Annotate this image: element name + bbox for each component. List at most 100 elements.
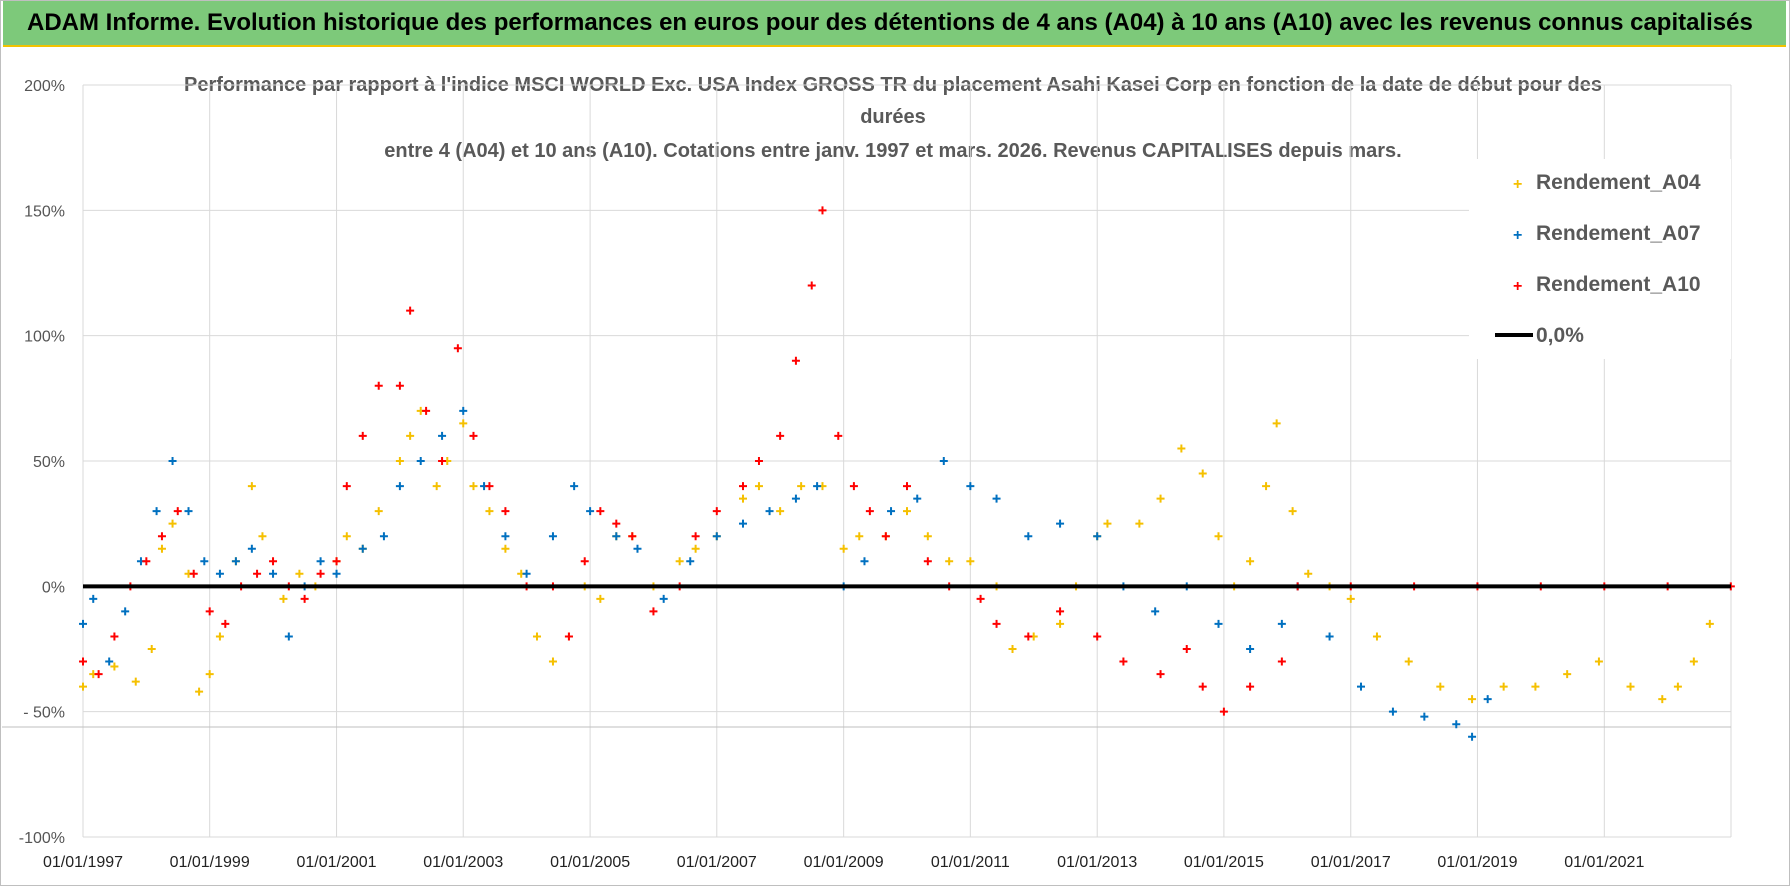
data-point bbox=[342, 482, 351, 491]
data-point bbox=[501, 532, 510, 541]
data-point bbox=[791, 494, 800, 503]
report-banner: ADAM Informe. Evolution historique des p… bbox=[3, 1, 1786, 47]
data-point bbox=[1177, 444, 1186, 453]
data-point bbox=[754, 482, 763, 491]
data-point bbox=[738, 482, 747, 491]
legend-label-a04: Rendement_A04 bbox=[1536, 171, 1701, 194]
legend-background bbox=[1469, 159, 1731, 359]
data-point bbox=[1214, 532, 1223, 541]
data-point bbox=[189, 569, 198, 578]
chart-title: Performance par rapport à l'indice MSCI … bbox=[184, 74, 1602, 162]
data-point bbox=[395, 482, 404, 491]
data-point bbox=[839, 544, 848, 553]
data-point bbox=[903, 507, 911, 516]
data-point bbox=[633, 544, 642, 553]
data-point bbox=[247, 482, 256, 491]
data-point bbox=[1056, 619, 1065, 628]
x-tick-label: 01/01/1999 bbox=[170, 854, 250, 871]
data-point bbox=[548, 657, 557, 666]
data-point bbox=[791, 356, 800, 365]
y-tick-label: - 50% bbox=[23, 705, 65, 722]
data-point bbox=[205, 670, 214, 679]
legend-label-a10: Rendement_A10 bbox=[1536, 273, 1701, 296]
data-point bbox=[300, 594, 309, 603]
data-point bbox=[358, 431, 367, 440]
data-point bbox=[395, 381, 404, 390]
legend-marker-a07: + bbox=[1513, 227, 1522, 244]
data-point bbox=[316, 569, 325, 578]
data-point bbox=[247, 544, 256, 553]
data-point bbox=[1325, 632, 1334, 641]
data-point bbox=[215, 569, 224, 578]
y-tick-label: -100% bbox=[19, 830, 65, 847]
data-point bbox=[1705, 619, 1714, 628]
x-tick-label: 01/01/2009 bbox=[804, 854, 884, 871]
data-point bbox=[1024, 632, 1033, 641]
data-point bbox=[966, 557, 975, 566]
data-point bbox=[416, 457, 425, 465]
data-point bbox=[406, 306, 415, 315]
data-point bbox=[1198, 682, 1207, 691]
data-point bbox=[1246, 682, 1255, 691]
data-point bbox=[269, 557, 278, 566]
data-point bbox=[522, 569, 531, 578]
data-point bbox=[501, 507, 510, 516]
data-point bbox=[564, 632, 573, 641]
data-point bbox=[738, 494, 747, 503]
data-point bbox=[586, 507, 595, 516]
data-point bbox=[1594, 657, 1603, 666]
data-point bbox=[923, 557, 932, 566]
data-point bbox=[485, 507, 494, 516]
data-point bbox=[258, 532, 267, 541]
data-point bbox=[818, 206, 827, 215]
data-point bbox=[1288, 507, 1297, 516]
data-point bbox=[1008, 645, 1017, 653]
data-point bbox=[1135, 519, 1144, 528]
data-point bbox=[580, 557, 589, 566]
data-point bbox=[342, 532, 351, 541]
data-point bbox=[738, 519, 747, 528]
x-tick-label: 01/01/2019 bbox=[1437, 854, 1517, 871]
data-point bbox=[532, 632, 541, 641]
data-point bbox=[459, 419, 468, 428]
chart-title-line-3: entre 4 (A04) et 10 ans (A10). Cotations… bbox=[384, 140, 1401, 162]
x-tick-label: 01/01/2001 bbox=[297, 854, 377, 871]
data-point bbox=[358, 544, 367, 553]
data-point bbox=[147, 645, 156, 653]
data-point bbox=[94, 670, 103, 679]
data-point bbox=[1156, 670, 1165, 679]
data-point bbox=[200, 557, 209, 566]
data-point bbox=[1658, 695, 1667, 704]
data-point bbox=[422, 406, 431, 415]
data-point bbox=[1093, 532, 1102, 541]
x-tick-label: 01/01/1997 bbox=[43, 854, 123, 871]
data-point bbox=[1483, 695, 1492, 704]
data-point bbox=[89, 594, 98, 603]
data-point bbox=[1357, 682, 1365, 691]
data-point bbox=[110, 632, 119, 641]
data-point bbox=[438, 431, 447, 440]
data-point bbox=[966, 482, 975, 491]
data-point bbox=[142, 557, 151, 566]
data-point bbox=[860, 557, 869, 566]
x-tick-label: 01/01/2021 bbox=[1564, 854, 1644, 871]
data-point bbox=[205, 607, 214, 616]
data-point bbox=[253, 569, 262, 578]
data-point bbox=[279, 594, 288, 603]
data-point bbox=[168, 519, 177, 528]
legend-marker-a04: + bbox=[1513, 176, 1522, 193]
data-point bbox=[976, 594, 985, 603]
data-point bbox=[269, 569, 278, 578]
y-tick-label: 200% bbox=[24, 78, 65, 95]
data-point bbox=[131, 677, 140, 686]
chart-title-line-2: durées bbox=[860, 106, 926, 128]
data-point bbox=[675, 557, 684, 566]
data-point bbox=[691, 544, 700, 553]
data-point bbox=[992, 619, 1001, 628]
data-point bbox=[469, 482, 478, 491]
data-point bbox=[1277, 619, 1286, 628]
data-point bbox=[1673, 682, 1682, 691]
data-point bbox=[881, 532, 890, 541]
